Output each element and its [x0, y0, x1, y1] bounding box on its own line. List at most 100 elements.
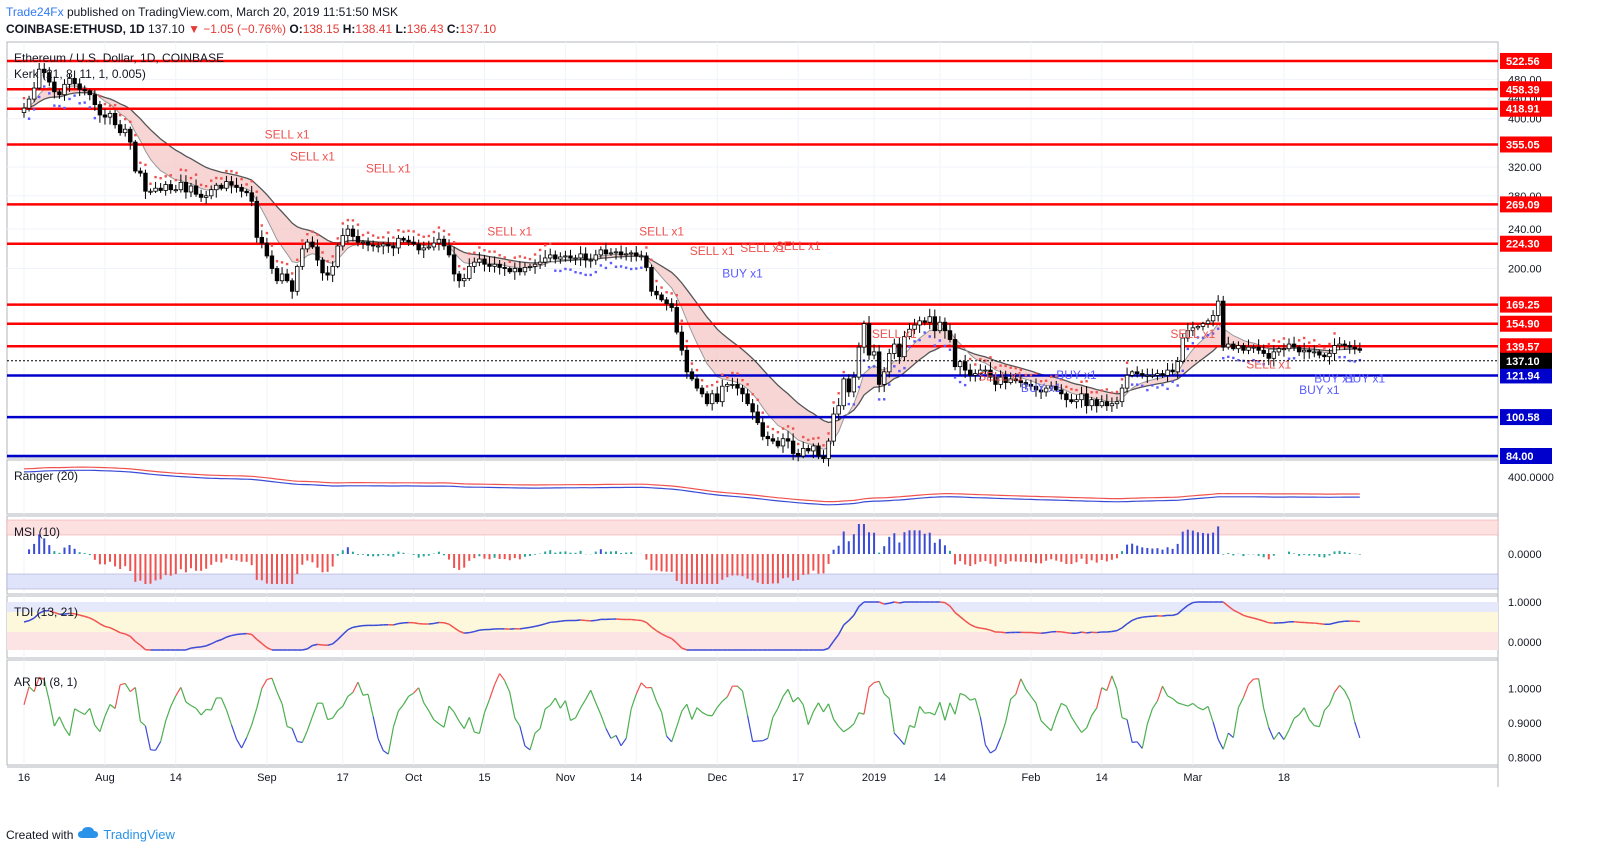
ardi-segment [1314, 725, 1320, 728]
ardi-segment [741, 690, 749, 716]
candle-body [148, 190, 153, 193]
stop-dot [1136, 383, 1139, 386]
stop-dot [731, 371, 734, 375]
ardi-segment [913, 706, 921, 728]
tdi-segment [261, 642, 268, 649]
ardi-segment [1020, 678, 1027, 690]
candle-body [1322, 354, 1327, 358]
ardi-segment [402, 696, 410, 705]
candle-body [315, 246, 320, 261]
tradingview-brand[interactable]: TradingView [103, 827, 175, 842]
stop-dot [1105, 388, 1109, 391]
ardi-segment [1323, 704, 1330, 711]
candle-body [882, 371, 887, 385]
tdi-segment [453, 627, 460, 632]
ardi-segment [615, 735, 622, 746]
tdi-segment [681, 647, 688, 651]
ardi-segment [251, 708, 258, 726]
level-label: 458.39 [1506, 84, 1540, 96]
candle-body [892, 343, 897, 354]
ardi-segment [1278, 731, 1285, 741]
tdi-low-zone [7, 632, 1498, 650]
stop-dot [1292, 357, 1296, 360]
ardi-segment [504, 680, 511, 693]
tdi-segment [1248, 616, 1254, 619]
tdi-segment [894, 601, 900, 604]
candle-body [765, 435, 771, 440]
candle-body [381, 243, 386, 247]
ardi-segment [888, 698, 895, 734]
level-label: 224.30 [1506, 239, 1540, 251]
stop-dot [108, 104, 112, 107]
ardi-segment [939, 702, 946, 721]
candle-body [1231, 343, 1236, 350]
candle-body [851, 376, 857, 393]
stop-dot [1257, 360, 1260, 363]
stop-dot [1313, 339, 1316, 342]
stop-dot [771, 427, 775, 431]
tdi-segment [256, 638, 263, 644]
stop-dot [847, 402, 850, 406]
stop-dot [1206, 333, 1210, 337]
tdi-segment [580, 619, 586, 622]
candle-body [816, 445, 821, 457]
tdi-segment [54, 611, 60, 615]
stop-dot [1232, 356, 1235, 360]
candle-body [831, 413, 836, 442]
ardi-segment [241, 737, 248, 749]
candle-body [674, 307, 679, 333]
tdi-segment [1126, 619, 1133, 625]
candle-body [198, 193, 204, 198]
candle-body [679, 331, 684, 351]
candle-body [730, 383, 735, 386]
author-link[interactable]: Trade24Fx [6, 5, 64, 19]
candle-body [517, 268, 523, 273]
ardi-segment [1308, 719, 1315, 726]
candle-body [1114, 401, 1120, 405]
ardi-segment [1318, 710, 1325, 727]
stop-dot [134, 133, 137, 137]
stop-dot [700, 379, 704, 382]
candle-body [365, 241, 371, 246]
stop-dot [791, 427, 795, 430]
tdi-segment [1000, 631, 1006, 634]
ardi-segment [782, 689, 789, 697]
ardi-segment [838, 726, 845, 733]
level-label: 269.09 [1506, 199, 1540, 211]
candle-body [1337, 343, 1342, 347]
tdi-segment [990, 629, 996, 633]
candle-body [806, 448, 811, 452]
candle-body [1180, 337, 1185, 363]
stop-dot [331, 255, 334, 258]
stop-dot [716, 380, 719, 384]
candle-body [72, 78, 77, 85]
ardi-segment [726, 685, 733, 698]
stop-dot [32, 108, 36, 111]
ardi-segment [261, 679, 268, 689]
created-with-text: Created with [6, 827, 74, 842]
ardi-segment [721, 696, 728, 702]
ardi-segment [1151, 700, 1158, 710]
ardi-segment [868, 682, 875, 688]
candle-body [224, 181, 229, 189]
ardi-segment [286, 725, 293, 730]
ardi-segment [1237, 697, 1244, 708]
ardi-segment [428, 710, 435, 721]
ardi-segment [1212, 721, 1219, 740]
tdi-segment [1111, 629, 1118, 633]
stop-dot [822, 444, 825, 447]
candle-body [274, 268, 280, 282]
ardi-segment [448, 705, 455, 713]
ardi-segment [453, 711, 460, 722]
ardi-segment [337, 705, 344, 711]
candle-body [42, 68, 47, 74]
candle-body [639, 255, 644, 258]
tdi-y-tick: 0.0000 [1508, 637, 1542, 649]
stop-dot [857, 385, 861, 389]
stop-dot [250, 179, 253, 183]
candle-body [927, 316, 932, 323]
ardi-segment [210, 697, 217, 711]
publish-info: published on TradingView.com, March 20, … [66, 5, 399, 19]
tdi-segment [1076, 631, 1082, 634]
